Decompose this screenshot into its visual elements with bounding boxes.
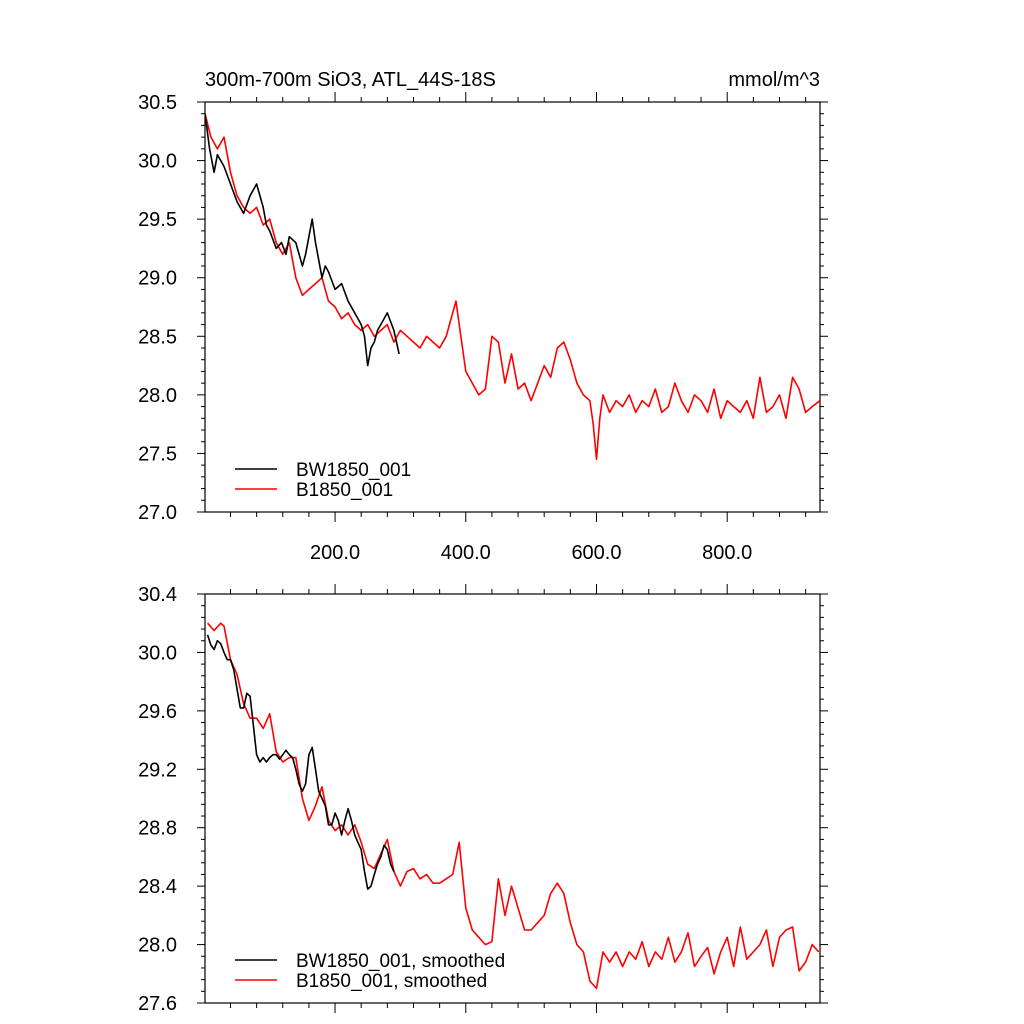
units-label: mmol/m^3 (728, 69, 820, 91)
x-tick-label: 400.0 (441, 542, 491, 564)
y-tick-label: 29.5 (138, 209, 177, 231)
legend-label: B1850_001, smoothed (296, 971, 487, 992)
y-tick-label: 28.0 (138, 385, 177, 407)
x-tick-label: 200.0 (310, 542, 360, 564)
series-line-b1850-001-smoothed (207, 622, 820, 990)
legend-label: BW1850_001 (296, 460, 411, 481)
series-line-b1850-001 (205, 113, 820, 461)
x-tick-label: 600.0 (571, 542, 621, 564)
y-tick-label: 28.4 (138, 876, 177, 898)
y-tick-label: 27.0 (138, 502, 177, 524)
series-line-bw1850-001-smoothed (206, 634, 395, 890)
y-tick-label: 30.0 (138, 642, 177, 664)
legend-label: BW1850_001, smoothed (296, 951, 505, 972)
y-tick-label: 28.5 (138, 326, 177, 348)
x-tick-label: 800.0 (702, 542, 752, 564)
y-tick-label: 28.0 (138, 935, 177, 957)
y-tick-label: 28.8 (138, 818, 177, 840)
y-tick-label: 30.4 (138, 584, 177, 606)
y-tick-label: 27.5 (138, 443, 177, 465)
y-tick-label: 30.0 (138, 151, 177, 173)
top-panel: 300m-700m SiO3, ATL_44S-18S mmol/m^3 27.… (138, 69, 828, 564)
y-tick-label: 27.6 (138, 993, 177, 1015)
chart-title: 300m-700m SiO3, ATL_44S-18S (205, 69, 496, 91)
y-tick-label: 29.2 (138, 759, 177, 781)
bottom-panel: 27.6 28.0 28.4 28.8 29.2 29.6 30.0 30.4 BW1850_0… (138, 584, 828, 1015)
y-tick-label: 30.5 (138, 92, 177, 114)
series-line-bw1850-001 (205, 113, 400, 367)
plot-frame (204, 101, 821, 513)
plot-frame (204, 593, 821, 1004)
y-tick-label: 29.0 (138, 268, 177, 290)
y-tick-label: 29.6 (138, 701, 177, 723)
legend-label: B1850_001 (296, 480, 393, 501)
